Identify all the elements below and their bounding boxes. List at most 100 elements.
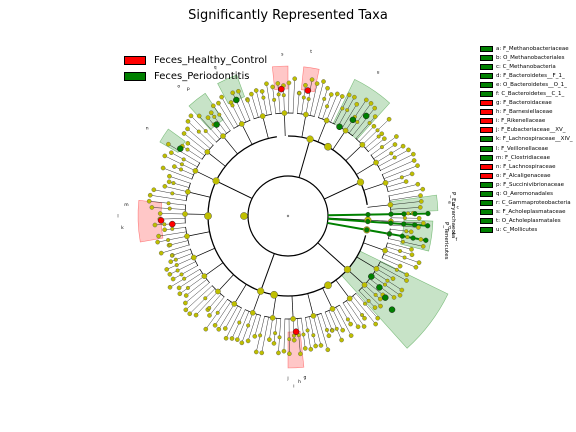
highlight-node (401, 211, 407, 217)
taxa-swatch-i (480, 118, 493, 125)
periodontitis-node (177, 145, 184, 152)
branch-leaf (376, 268, 394, 279)
taxa-label-h: h: F_Barnesiellaceae (496, 109, 553, 116)
mid-node (179, 272, 184, 277)
branch-leaf (183, 133, 208, 153)
phylum-node (343, 265, 352, 274)
branch-leaf (321, 313, 330, 336)
taxa-label-b: b: O_Methanobacteriales (496, 54, 565, 61)
branch-leaf (339, 305, 351, 325)
branch (363, 182, 386, 191)
clade-letter-d: d (448, 225, 451, 231)
mid-node (363, 301, 368, 306)
leaf-node (421, 220, 426, 226)
branch-leaf (313, 315, 322, 346)
leaf-node (177, 291, 183, 297)
healthy-node (278, 85, 285, 93)
taxa-legend-item-g: g: F_Bacteroidaceae (480, 99, 574, 108)
branch-leaf (390, 221, 424, 224)
branch-leaf (225, 307, 242, 339)
leaf-node (155, 239, 160, 245)
leaf-node (368, 101, 374, 106)
branch-leaf (273, 318, 277, 344)
leaf-node (371, 123, 377, 129)
mid-node (170, 226, 175, 231)
mid-node (276, 92, 281, 97)
leaf-node (363, 97, 369, 103)
leaf-node (325, 85, 330, 91)
taxa-swatch-h (480, 109, 493, 116)
branch (195, 170, 217, 182)
branch-leaf (378, 265, 407, 281)
mid-node (168, 242, 173, 247)
leaf-node (239, 340, 245, 346)
leaf-node (252, 334, 258, 339)
branch-leaf (342, 302, 359, 327)
branch-leaf (241, 312, 253, 343)
leaf-node (212, 322, 218, 328)
periodontitis-node (376, 284, 383, 291)
clade-letter-u: u (377, 70, 380, 75)
leaf-node (183, 293, 189, 298)
branch-leaf (367, 281, 383, 296)
leaf-node (235, 337, 240, 342)
group-legend-item-periodontitis: Feces_Periodontitis (124, 68, 267, 84)
mid-node (394, 267, 399, 272)
inner-node (324, 281, 332, 290)
leaf-node (271, 341, 277, 346)
branch (335, 279, 350, 299)
taxa-legend-item-j: j: F_Eubacteriaceae__XV_ (480, 126, 574, 135)
class-node (231, 301, 238, 307)
leaf-node (156, 233, 161, 239)
leaf-node (411, 151, 416, 157)
clade-letter-k: k (121, 225, 124, 231)
mid-node (230, 103, 235, 108)
leaf-node (267, 337, 272, 342)
leaf-node (403, 179, 409, 184)
mid-node (169, 253, 174, 258)
taxa-swatch-u (480, 227, 493, 234)
mid-node (215, 310, 220, 315)
leaf-node (413, 264, 419, 270)
mid-node (166, 201, 171, 206)
figure-title: Significantly Represented Taxa (188, 8, 388, 23)
leaf-node (417, 205, 423, 210)
leaf-node (362, 315, 367, 321)
branch-leaf (381, 257, 401, 267)
mid-node (174, 263, 179, 268)
branch-leaf (221, 96, 238, 127)
branch-leaf (247, 99, 255, 119)
inner-node (204, 212, 212, 220)
branch (332, 130, 346, 150)
mid-node (405, 235, 410, 240)
leaf-node (216, 100, 221, 106)
group-legend: Feces_Healthy_Control Feces_Periodontiti… (124, 52, 267, 84)
mid-node (170, 191, 175, 196)
phylum-label-tenericutes: P_Tenericutes (443, 222, 449, 260)
taxa-label-t: t: O_Acholeplasmatales (496, 218, 561, 225)
taxa-swatch-p (480, 181, 493, 188)
phylum-node (306, 135, 314, 143)
branch-leaf (187, 128, 211, 149)
taxa-legend-item-b: b: O_Methanobacteriales (480, 53, 574, 62)
branch-leaf (305, 317, 312, 350)
branch-leaf (370, 136, 397, 156)
leaf-node (196, 113, 202, 119)
mid-node (345, 317, 350, 322)
leaf-node (302, 346, 308, 351)
branch-leaf (355, 293, 378, 319)
leaf-node (249, 91, 254, 97)
branch-leaf (380, 261, 407, 275)
branch-leaf (326, 93, 338, 121)
branch-leaf (292, 78, 295, 114)
leaf-node (167, 284, 173, 290)
taxa-label-d: d: F_Bacteroidetes__F_1_ (496, 72, 565, 79)
leaf-node (185, 126, 190, 132)
branch-leaf (163, 167, 192, 180)
leaf-node (373, 321, 378, 327)
mid-node (322, 96, 327, 101)
branch-leaf (364, 284, 381, 300)
branch (222, 135, 238, 155)
class-node (190, 254, 197, 261)
